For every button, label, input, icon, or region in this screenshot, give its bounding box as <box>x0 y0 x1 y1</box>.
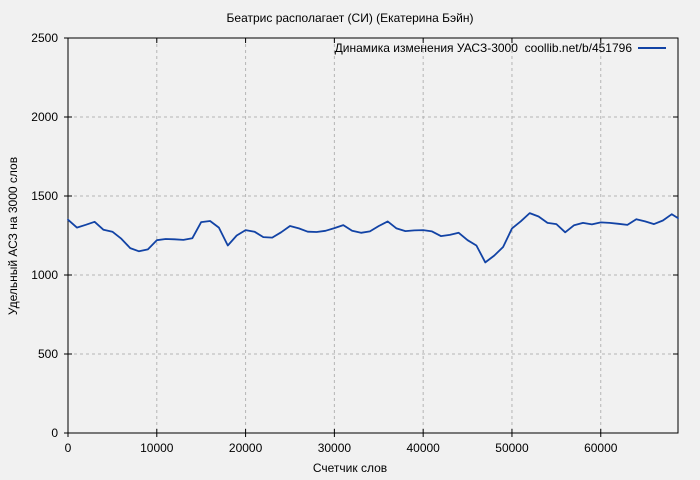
x-tick-label: 40000 <box>406 441 440 455</box>
legend-label: Динамика изменения УАСЗ-3000 coollib.net… <box>334 41 632 55</box>
y-tick-label: 1000 <box>31 268 58 282</box>
legend-line-sample <box>638 47 666 49</box>
y-tick-label: 500 <box>37 347 58 361</box>
x-tick-label: 10000 <box>140 441 174 455</box>
x-tick-label: 50000 <box>495 441 529 455</box>
x-tick-label: 20000 <box>228 441 263 455</box>
x-axis-label: Счетчик слов <box>312 461 388 475</box>
y-tick-label: 2000 <box>31 110 58 124</box>
y-tick-label: 2500 <box>31 31 58 45</box>
chart-title: Беатрис располагает (СИ) (Екатерина Бэйн… <box>226 11 474 25</box>
data-line <box>67 212 679 264</box>
x-tick-label: 60000 <box>584 441 618 455</box>
y-tick-label: 0 <box>51 426 58 440</box>
x-tick-label: 0 <box>64 441 72 455</box>
x-tick-label: 30000 <box>317 441 352 455</box>
legend: Динамика изменения УАСЗ-3000 coollib.net… <box>0 41 666 55</box>
y-tick-label: 1500 <box>31 189 58 203</box>
plot-border <box>67 37 679 434</box>
